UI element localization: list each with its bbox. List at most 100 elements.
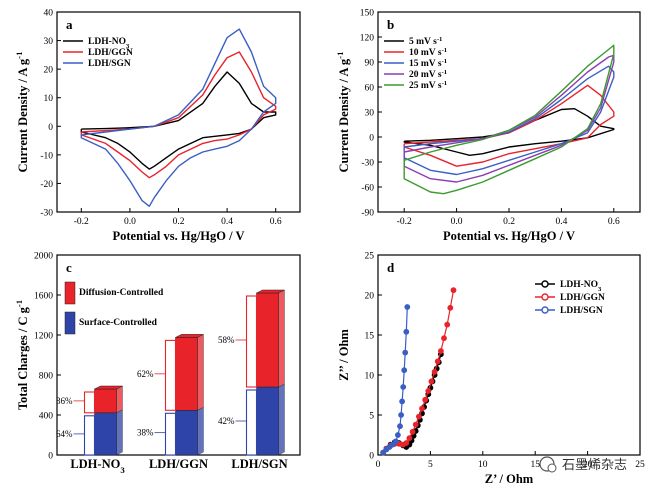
d-xtick-label: 20: [583, 460, 593, 470]
c-category-label-1: LDH-NO3: [70, 457, 125, 475]
c-ytick-label: 2000: [34, 252, 53, 262]
b-xtick-label: 0.0: [451, 217, 463, 227]
d-y-axis-label: Z’’ / Ohm: [337, 329, 351, 381]
d-point-2-14: [425, 388, 432, 394]
c-bar-side-1-2: [116, 385, 123, 414]
c-ytick-label: 1200: [34, 332, 53, 342]
c-bar-surface-controlled-3: [256, 386, 279, 456]
c-bar-side-3-1: [278, 383, 285, 456]
c-percent-label-2-1: 38%: [137, 428, 154, 438]
a-ytick-label: 0: [48, 123, 53, 133]
d-point-2-8: [406, 435, 413, 442]
b-x-axis-label: Potential vs. Hg/HgO / V: [443, 229, 575, 243]
d-point-3-8: [398, 412, 404, 418]
a-series-line-2: [80, 51, 277, 179]
a-xtick-label: 0.6: [270, 217, 282, 227]
b-legend-label-2: 10 mV s-1: [409, 47, 447, 59]
c-category-label-3: LDH/SGN: [231, 457, 287, 471]
d-point-2-18: [437, 348, 444, 354]
d-ytick-label: 5: [369, 412, 374, 422]
d-point-2-22: [450, 287, 457, 294]
b-ytick-label: -60: [361, 184, 374, 194]
d-legend-label-2: LDH/GGN: [560, 293, 605, 303]
d-point-3-7: [397, 423, 403, 430]
b-y-axis-label: Current Density / A g-1: [335, 52, 351, 173]
c-percent-label-3-1: 42%: [218, 416, 235, 426]
d-xtick-label: 10: [478, 460, 488, 470]
panel-c-charge-bars: c 0 400 800 1200 1600 2000 Total Charges / C g-…: [14, 252, 301, 475]
b-legend-label-5: 25 mV s-1: [409, 80, 447, 92]
c-bar-outline-3-1: [245, 389, 258, 456]
d-point-3-12: [402, 349, 409, 356]
b-xtick-label: 0.4: [555, 217, 567, 227]
b-legend-label-1: 5 mV s-1: [409, 36, 442, 48]
d-point-2-10: [412, 421, 419, 428]
c-bar-diffusion-controlled-3: [256, 292, 279, 388]
watermark-text: 石墨烯杂志: [562, 458, 627, 473]
c-bar-surface-controlled-1: [94, 412, 117, 456]
b-ytick-label: 60: [365, 84, 375, 94]
b-xtick-label: 0.6: [608, 217, 620, 227]
a-ytick-label: 10: [44, 94, 54, 104]
c-bar-top-1: [94, 385, 123, 390]
d-x-axis-label: Z’ / Ohm: [485, 472, 534, 486]
c-category-label-2: LDH/GGN: [149, 457, 208, 471]
c-bar-diffusion-controlled-1: [94, 388, 117, 414]
a-legend-label-2: LDH/GGN: [88, 48, 133, 58]
c-percent-label-1-1: 64%: [56, 429, 73, 439]
d-xtick-label: 15: [530, 460, 540, 470]
a-ytick-label: -30: [40, 209, 53, 219]
d-panel-label: d: [387, 260, 395, 275]
d-ytick-label: 25: [365, 252, 375, 262]
d-xtick-label: 25: [635, 460, 645, 470]
d-legend-swatch-marker-1: [541, 280, 549, 288]
c-bar-outline-1-1: [83, 415, 96, 456]
d-point-3-14: [404, 304, 411, 310]
c-legend-swatch-1: [64, 281, 76, 305]
d-point-2-20: [444, 321, 451, 328]
wechat-icon-dot: [547, 463, 557, 473]
d-point-2-7: [403, 440, 410, 446]
c-percent-label-1-2: 36%: [56, 396, 73, 406]
c-ytick-label: 1600: [34, 292, 53, 302]
d-xtick-label: 5: [428, 460, 433, 470]
panel-a-cv-materials: a -30 -20 -10 0 10 20 30 40 Current Density / A g…: [14, 9, 301, 243]
d-plot-frame: [377, 254, 641, 456]
c-percent-label-2-2: 62%: [137, 369, 154, 379]
d-point-3-6: [394, 432, 401, 438]
d-point-3-11: [401, 367, 408, 374]
b-ytick-label: 150: [360, 9, 375, 19]
a-x-axis-label: Potential vs. Hg/HgO / V: [112, 229, 244, 243]
d-legend-swatch-marker-3: [541, 306, 549, 314]
c-ytick-label: 0: [48, 452, 53, 462]
c-bar-surface-controlled-2: [175, 410, 198, 456]
d-point-2-12: [419, 405, 425, 412]
c-bar-outline-2-1: [164, 412, 177, 456]
b-ytick-label: 120: [360, 34, 375, 44]
a-xtick-label: 0.2: [173, 217, 185, 227]
b-legend-label-4: 20 mV s-1: [409, 69, 447, 81]
panel-d-nyquist: d 0 5 10 15 20 25 Z’’ / Ohm 0 5 10 15 20 25 Z’ / Ohm LD…: [337, 252, 645, 487]
b-xtick-label: 0.2: [503, 217, 515, 227]
c-bar-outline-2-2: [164, 339, 177, 411]
a-xtick-label: 0.4: [221, 217, 233, 227]
c-y-axis-label: Total Charges / C g-1: [14, 300, 30, 410]
d-series-line-3: [382, 306, 408, 454]
d-point-2-21: [447, 304, 454, 311]
d-ytick-label: 20: [365, 292, 375, 302]
d-point-2-16: [431, 368, 438, 375]
a-ytick-label: 30: [44, 37, 54, 47]
b-ytick-label: 90: [365, 59, 375, 69]
c-ytick-label: 400: [39, 412, 54, 422]
d-xtick-label: 0: [376, 460, 381, 470]
a-ytick-label: 40: [44, 9, 54, 19]
a-xtick-label: 0.0: [124, 217, 136, 227]
a-y-axis-label: Current Density / A g-1: [14, 52, 30, 173]
b-series-line-2: [403, 84, 615, 167]
c-bar-side-1-1: [116, 409, 123, 456]
c-ytick-label: 800: [39, 372, 54, 382]
a-xtick-label: -0.2: [74, 217, 89, 227]
b-series-line-5: [403, 44, 615, 195]
d-point-3-10: [400, 384, 407, 390]
